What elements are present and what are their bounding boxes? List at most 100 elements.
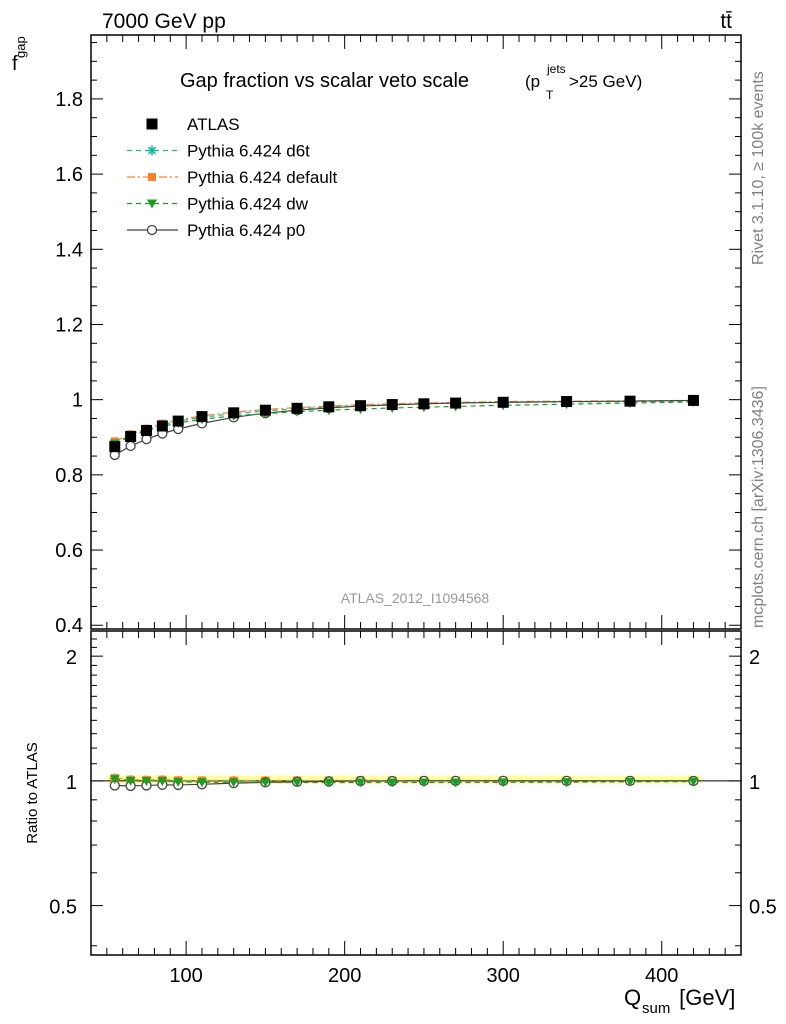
legend-marker xyxy=(148,173,156,181)
data-point-atlas xyxy=(386,399,398,411)
data-point-atlas xyxy=(109,441,121,453)
legend-marker xyxy=(146,118,158,130)
legend-marker xyxy=(146,224,158,236)
legend-item-pythia-6-424-p0: Pythia 6.424 p0 xyxy=(127,221,305,240)
svg-text:Q: Q xyxy=(624,985,641,1010)
ratio-point-pythia-6-424-dw xyxy=(173,777,184,787)
ratio-plot-series xyxy=(109,773,699,792)
data-point-atlas xyxy=(355,400,367,412)
ratio-tick-label-left: 2 xyxy=(66,647,77,669)
ratio-line-pythia-6-424-default xyxy=(114,777,694,782)
ratio-plot-frame xyxy=(90,630,742,956)
data-point-atlas xyxy=(561,396,573,408)
data-point-pythia-6-424-p0 xyxy=(125,440,136,452)
data-point-atlas xyxy=(196,411,208,423)
legend-item-pythia-6-424-default: Pythia 6.424 default xyxy=(127,168,338,187)
y-tick-label: 1.2 xyxy=(55,314,83,336)
x-tick-label: 200 xyxy=(328,965,361,987)
x-tick-label: 100 xyxy=(169,965,202,987)
legend-label: Pythia 6.424 d6t xyxy=(187,142,310,161)
data-point-atlas xyxy=(172,415,184,427)
header-right: tt̄ xyxy=(720,10,732,33)
ratio-point-pythia-6-424-dw xyxy=(355,778,366,788)
x-tick-label: 300 xyxy=(487,965,520,987)
ratio-tick-label-left: 0.5 xyxy=(49,897,77,919)
data-point-atlas xyxy=(156,420,168,432)
legend-label: Pythia 6.424 p0 xyxy=(187,221,305,240)
data-point-atlas xyxy=(140,424,152,436)
ratio-point-pythia-6-424-dw xyxy=(292,778,303,788)
main-plot-frame xyxy=(90,34,742,630)
chart-title-expr-open: (p xyxy=(525,72,540,91)
ratio-point-pythia-6-424-dw xyxy=(260,778,271,788)
x-tick-label: 400 xyxy=(645,965,678,987)
header-left: 7000 GeV pp xyxy=(102,10,226,33)
data-point-atlas xyxy=(450,397,462,409)
legend-marker xyxy=(147,145,157,156)
data-point-atlas xyxy=(418,398,430,410)
ratio-point-pythia-6-424-dw xyxy=(125,776,136,786)
legend-item-pythia-6-424-dw: Pythia 6.424 dw xyxy=(127,195,309,214)
ratio-point-pythia-6-424-dw xyxy=(157,777,168,787)
y-tick-label: 1.4 xyxy=(55,239,83,261)
data-point-atlas xyxy=(497,396,509,408)
y-tick-label: 1 xyxy=(72,390,83,412)
ratio-point-pythia-6-424-dw xyxy=(109,775,120,785)
data-point-atlas xyxy=(323,401,335,413)
mcplots-citation-label: mcplots.cern.ch [arXiv:1306.3436] xyxy=(750,386,767,628)
ratio-tick-label-left: 1 xyxy=(66,772,77,794)
main-axis-ticks: 0.4 0.6 0.8 1 1.2 1.4 1.6 1.8 xyxy=(55,42,741,637)
data-point-atlas xyxy=(125,431,137,443)
chart-title: Gap fraction vs scalar veto scale (p jet… xyxy=(180,62,642,102)
data-point-atlas xyxy=(291,402,303,414)
ratio-point-pythia-6-424-dw xyxy=(228,778,239,788)
data-point-atlas xyxy=(228,407,240,419)
svg-text:sum: sum xyxy=(642,1000,670,1017)
analysis-id-watermark: ATLAS_2012_I1094568 xyxy=(341,590,490,606)
ratio-point-pythia-6-424-dw xyxy=(196,778,207,788)
y-tick-label: 1.6 xyxy=(55,164,83,186)
chart-title-main: Gap fraction vs scalar veto scale xyxy=(180,70,469,92)
ratio-point-pythia-6-424-dw xyxy=(141,777,152,787)
data-point-atlas xyxy=(687,394,699,406)
data-point-atlas xyxy=(259,404,271,416)
legend-item-pythia-6-424-d6t: Pythia 6.424 d6t xyxy=(127,142,310,161)
chart-title-expr-close: >25 GeV) xyxy=(569,72,642,91)
y-tick-label: 0.8 xyxy=(55,465,83,487)
y-tick-label: 1.8 xyxy=(55,89,83,111)
ratio-point-pythia-6-424-dw xyxy=(561,778,572,788)
ratio-point-pythia-6-424-dw xyxy=(387,778,398,788)
ratio-point-pythia-6-424-dw xyxy=(323,778,334,788)
rivet-version-label: Rivet 3.1.10, ≥ 100k events xyxy=(750,71,767,265)
svg-text:gap: gap xyxy=(13,36,28,58)
legend-marker xyxy=(147,199,157,209)
chart-title-expr-sup: jets xyxy=(546,62,566,76)
svg-text:[GeV]: [GeV] xyxy=(673,985,735,1010)
ratio-point-pythia-6-424-dw xyxy=(418,778,429,788)
y-axis-label-main: f gap xyxy=(12,36,28,75)
ratio-tick-label-right: 2 xyxy=(749,647,760,669)
x-axis-label: Q sum [GeV] xyxy=(624,985,735,1017)
y-axis-label-ratio: Ratio to ATLAS xyxy=(24,742,41,843)
ratio-point-pythia-6-424-dw xyxy=(625,777,636,787)
legend-item-atlas: ATLAS xyxy=(146,115,240,134)
svg-text:f: f xyxy=(12,53,18,75)
y-tick-label: 0.4 xyxy=(55,615,83,637)
ratio-point-pythia-6-424-dw xyxy=(450,778,461,788)
main-plot-series xyxy=(109,394,699,461)
ratio-tick-label-right: 0.5 xyxy=(749,897,777,919)
x-axis-ticks: 100 200 300 400 xyxy=(106,35,742,987)
chart-title-expr-sub: T xyxy=(546,88,554,102)
ratio-tick-label-right: 1 xyxy=(749,772,760,794)
legend-label: ATLAS xyxy=(187,115,240,134)
ratio-point-pythia-6-424-dw xyxy=(498,778,509,788)
ratio-point-pythia-6-424-dw xyxy=(688,777,699,787)
legend-label: Pythia 6.424 dw xyxy=(187,195,309,214)
y-tick-label: 0.6 xyxy=(55,540,83,562)
ratio-uncertainty-band xyxy=(106,775,702,784)
legend-label: Pythia 6.424 default xyxy=(187,168,338,187)
ratio-axis-ticks: 0.5 0.5 1 1 2 2 xyxy=(49,638,777,947)
legend: ATLAS Pythia 6.424 d6t Pythia 6.424 defaul… xyxy=(127,115,338,240)
data-point-atlas xyxy=(624,395,636,407)
